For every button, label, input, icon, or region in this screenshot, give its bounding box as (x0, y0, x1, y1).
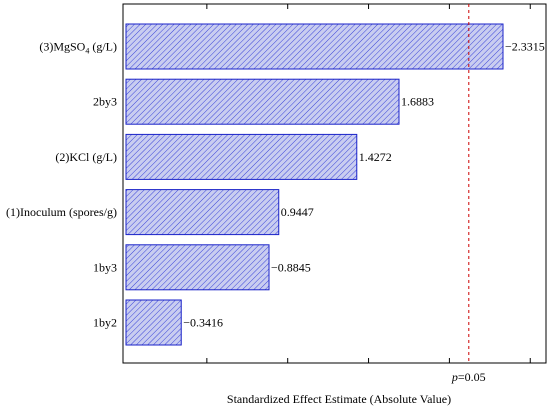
category-label: 1by3 (93, 260, 117, 274)
x-axis-title: Standardized Effect Estimate (Absolute V… (227, 392, 451, 406)
bar (125, 78, 400, 125)
value-label: 1.4272 (359, 150, 392, 164)
bar (125, 189, 280, 236)
category-label: (2)KCl (g/L) (55, 150, 117, 164)
value-label: 0.9447 (281, 205, 314, 219)
significance-label: p=0.05 (451, 370, 486, 384)
value-labels: −2.3315 1.6883 1.4272 0.9447 −0.8845 −0.3416 (183, 40, 545, 330)
category-labels: (3)MgSO4 (g/L) 2by3 (2)KCl (g/L) (1)Inoculu… (6, 40, 117, 330)
bars-group (125, 23, 504, 346)
category-label: (3)MgSO4 (g/L) (39, 40, 117, 56)
category-label: (1)Inoculum (spores/g) (6, 205, 117, 219)
x-axis-ticks (206, 4, 531, 363)
category-label: 1by2 (93, 316, 117, 330)
value-label: −0.8845 (271, 260, 311, 274)
bar (125, 133, 358, 180)
bar (125, 299, 182, 346)
value-label: 1.6883 (401, 95, 434, 109)
category-label: 2by3 (93, 95, 117, 109)
bar (125, 244, 270, 291)
bar (125, 23, 504, 70)
value-label: −2.3315 (505, 40, 545, 54)
value-label: −0.3416 (183, 316, 223, 330)
